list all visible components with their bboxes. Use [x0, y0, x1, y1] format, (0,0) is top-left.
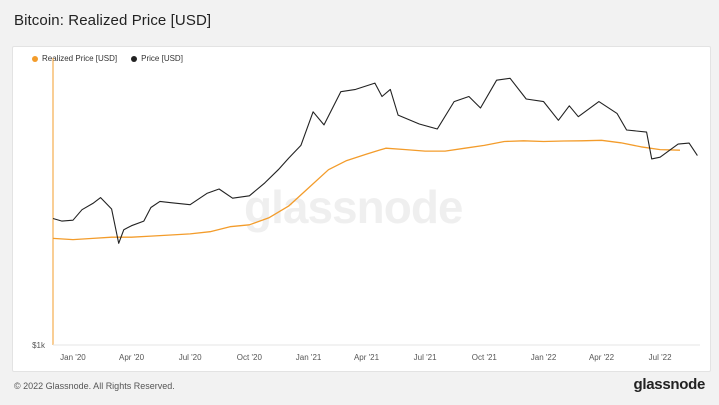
chart-card: [12, 46, 711, 372]
legend-item-realized-price[interactable]: Realized Price [USD]: [32, 54, 117, 63]
legend-dot-price: [131, 55, 138, 62]
x-tick-label: Jul '21: [414, 353, 437, 362]
y-axis: $1k: [32, 341, 46, 350]
x-tick-label: Jan '22: [531, 353, 557, 362]
grid: [52, 58, 700, 346]
x-axis: Jan '20 Apr '20 Jul '20 Oct '20 Jan '21 Apr '…: [60, 353, 672, 362]
legend-label-realized-price: Realized Price [USD]: [42, 54, 118, 63]
x-tick-label: Jan '21: [296, 353, 322, 362]
x-tick-label: Apr '20: [119, 353, 145, 362]
x-tick-label: Oct '21: [472, 353, 498, 362]
copyright-footer: © 2022 Glassnode. All Rights Reserved.: [14, 381, 175, 391]
x-tick-label: Jan '20: [60, 353, 86, 362]
chart-title: Bitcoin: Realized Price [USD]: [14, 12, 212, 29]
legend-dot-realized-price: [32, 55, 38, 62]
x-tick-label: Apr '22: [589, 353, 615, 362]
glassnode-logo: glassnode: [633, 376, 706, 393]
series-line-realized-price[interactable]: [52, 139, 681, 241]
x-tick-label: Jul '20: [179, 353, 202, 362]
series-line-price[interactable]: [52, 77, 698, 244]
x-tick-label: Jul '22: [649, 353, 672, 362]
legend-item-price[interactable]: Price [USD]: [131, 54, 183, 63]
x-tick-label: Apr '21: [354, 353, 380, 362]
y-tick-label: $1k: [32, 341, 46, 350]
x-tick-label: Oct '20: [237, 353, 263, 362]
legend-label-price: Price [USD]: [141, 54, 183, 63]
legend: Realized Price [USD] Price [USD]: [32, 54, 183, 63]
series-group: [52, 77, 698, 244]
